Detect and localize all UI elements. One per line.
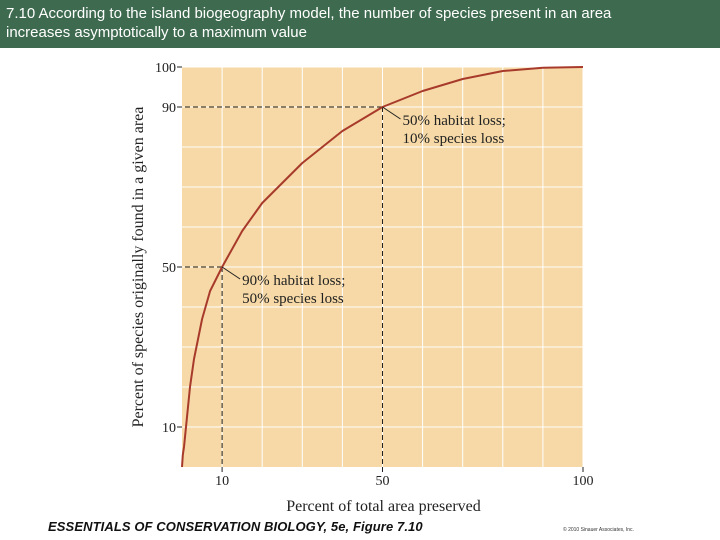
y-tick-label: 90: [162, 101, 176, 116]
copyright-notice: © 2010 Sinauer Associates, Inc.: [563, 527, 634, 533]
slide-title-line-1: 7.10 According to the island biogeograph…: [6, 5, 612, 22]
annotation-text: 90% habitat loss;: [242, 273, 345, 289]
y-axis-ticks: 10 50 90 100: [155, 61, 176, 436]
dashed-guides: [177, 66, 584, 472]
slide-header: 7.10 According to the island biogeograph…: [0, 0, 720, 48]
y-tick-label: 100: [155, 61, 176, 76]
annotation-text: 10% species loss: [403, 131, 505, 147]
species-area-curve: [181, 66, 584, 468]
annotation-text: 50% species loss: [242, 291, 344, 307]
slide-title: 7.10 According to the island biogeograph…: [6, 4, 706, 42]
annotation-leader: [382, 106, 401, 120]
figure-source: ESSENTIALS OF CONSERVATION BIOLOGY, 5e, …: [48, 519, 423, 534]
x-tick-label: 10: [215, 474, 229, 489]
x-axis-ticks: 10 50 100: [215, 474, 593, 489]
y-tick-label: 50: [162, 261, 176, 276]
annotation-text: 50% habitat loss;: [403, 113, 506, 129]
slide-title-line-2: increases asymptotically to a maximum va…: [6, 24, 307, 41]
y-tick-label: 10: [162, 421, 176, 436]
annotations: 50% habitat loss; 10% species loss 90% hab…: [221, 106, 506, 307]
x-tick-label: 100: [573, 474, 594, 489]
x-tick-label: 50: [376, 474, 390, 489]
y-axis-title: Percent of species originally found in a…: [130, 107, 147, 428]
annotation-leader: [221, 266, 241, 280]
x-axis-title: Percent of total area preserved: [286, 498, 481, 515]
